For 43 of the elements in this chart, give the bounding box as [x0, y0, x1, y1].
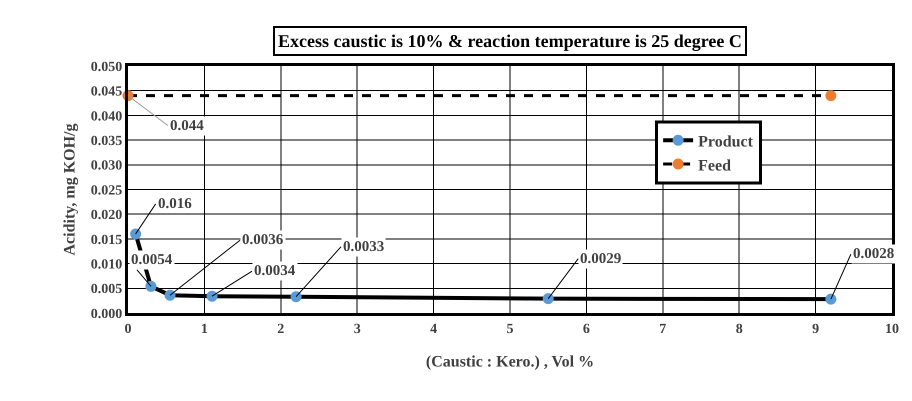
- y-axis-title: Acidity, mg KOH/g: [62, 124, 79, 256]
- y-tick-label: 0.050: [90, 60, 122, 75]
- x-tick-label: 5: [506, 322, 514, 337]
- y-tick-label: 0.045: [90, 84, 122, 100]
- data-label: 0.0033: [343, 239, 384, 255]
- data-label: 0.0036: [242, 232, 284, 248]
- chart-title: Excess caustic is 10% & reaction temperature is 25 degree C: [278, 31, 742, 51]
- y-tick-label: 0.040: [90, 109, 122, 124]
- legend-label: Product: [698, 133, 754, 150]
- x-tick-label: 4: [430, 322, 438, 337]
- data-label: 0.0028: [853, 246, 894, 262]
- x-tick-label: 0: [124, 322, 132, 337]
- x-tick-label: 3: [354, 322, 361, 337]
- x-tick-label: 9: [812, 322, 820, 337]
- point: [145, 280, 156, 292]
- data-label: 0.0029: [580, 251, 622, 267]
- point: [164, 290, 176, 301]
- x-tick-label: 1: [200, 322, 208, 337]
- point: [825, 90, 836, 102]
- x-tick-label: 7: [659, 322, 666, 337]
- y-tick-label: 0.030: [90, 158, 122, 174]
- x-tick-label: 6: [582, 322, 590, 337]
- data-label: 0.0054: [131, 252, 173, 268]
- x-tick-label: 10: [885, 322, 899, 337]
- point: [290, 291, 302, 302]
- y-tick-label: 0.025: [90, 183, 122, 198]
- y-tick-label: 0.000: [90, 306, 122, 322]
- point: [825, 294, 836, 305]
- y-tick-label: 0.005: [90, 282, 122, 298]
- x-tick-label: 8: [736, 322, 743, 337]
- x-tick-label: 2: [277, 322, 284, 337]
- y-tick-label: 0.010: [90, 258, 122, 272]
- data-label: 0.044: [170, 118, 204, 134]
- point: [206, 290, 218, 302]
- x-axis-title: (Caustic : Kero.) , Vol %: [426, 354, 594, 370]
- data-label: 0.0034: [254, 263, 296, 279]
- y-tick-label: 0.020: [90, 208, 122, 224]
- data-label: 0.016: [158, 196, 192, 212]
- point: [542, 293, 554, 304]
- legend-label: Feed: [698, 157, 732, 174]
- point: [130, 228, 142, 240]
- y-tick-label: 0.035: [90, 134, 122, 149]
- y-tick-label: 0.015: [90, 232, 122, 248]
